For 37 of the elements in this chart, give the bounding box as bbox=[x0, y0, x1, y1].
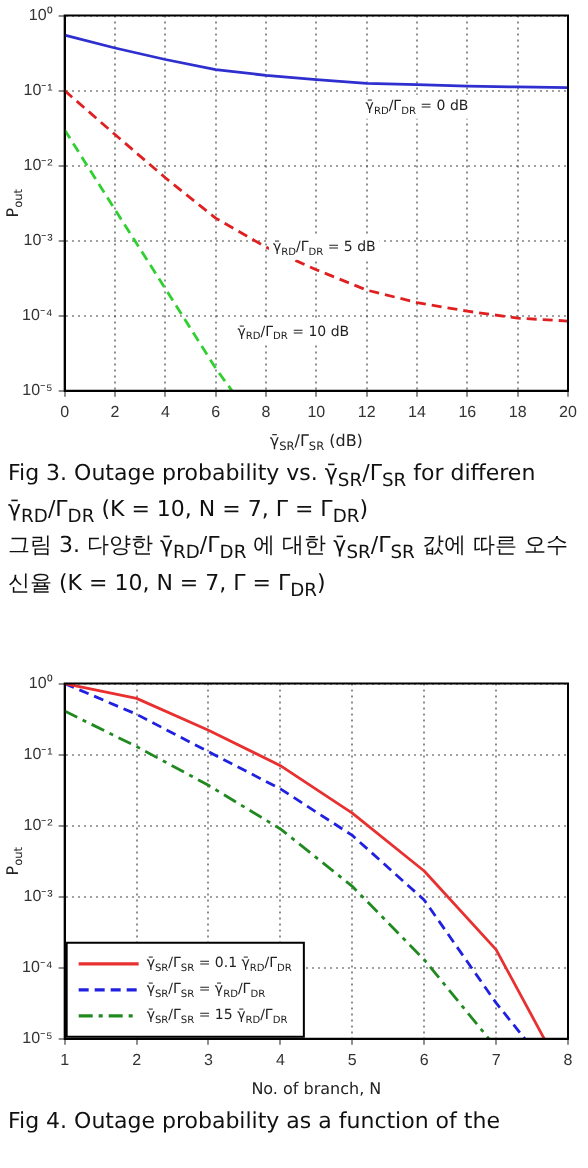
y-tick-label: 10⁻⁵ bbox=[22, 381, 53, 400]
y-tick-label: 10⁰ bbox=[28, 674, 53, 693]
x-tick-label: 16 bbox=[458, 402, 478, 421]
x-tick-label: 4 bbox=[275, 1050, 286, 1069]
x-tick-label: 1 bbox=[60, 1050, 71, 1069]
x-tick-label: 10 bbox=[307, 402, 327, 421]
line-series bbox=[64, 89, 568, 323]
y-tick-label: 10⁻¹ bbox=[23, 81, 54, 100]
y-tick-label: 10⁻² bbox=[23, 156, 54, 175]
y-tick-label: 10⁻¹ bbox=[23, 745, 54, 764]
x-tick-label: 0 bbox=[60, 402, 71, 421]
x-tick-label: 3 bbox=[204, 1050, 215, 1069]
x-tick-label: 18 bbox=[508, 402, 528, 421]
x-tick-label: 8 bbox=[261, 402, 272, 421]
line-series bbox=[64, 128, 234, 391]
x-tick-label: 12 bbox=[357, 402, 377, 421]
x-tick-label: 2 bbox=[132, 1050, 143, 1069]
y-tick-label: 10⁻² bbox=[23, 816, 54, 835]
y-tick-label: 10⁻⁴ bbox=[21, 306, 54, 325]
x-axis-title: No. of branch, N bbox=[251, 1080, 382, 1099]
y-tick-label: 10⁻⁵ bbox=[22, 1029, 53, 1048]
x-tick-label: 7 bbox=[491, 1050, 502, 1069]
text: 그림 3. 다양한 γ̄$_{RD}$/Γ$_{DR}$ 에 대한 γ̄$_{SR}$/Γ$_{SR}$ 값에 따른 오수신율 (K = 10, N = 7, Γ = Γ$_{DR}$) bbox=[8, 532, 568, 602]
x-tick-label: 5 bbox=[347, 1050, 358, 1069]
x-tick-label: 6 bbox=[211, 402, 222, 421]
x-tick-label: 4 bbox=[160, 402, 171, 421]
y-tick-label: 10⁻³ bbox=[23, 231, 54, 250]
x-tick-label: 14 bbox=[408, 402, 427, 421]
x-tick-label: 2 bbox=[110, 402, 121, 421]
y-tick-label: 10⁻⁴ bbox=[21, 958, 54, 977]
text: Fig 3. Outage probability vs. γ̄$_{SR}$/Γ$_{SR}$ for differen γ̄$_{RD}$/Γ$_{DR}$ (K = 10, N = 7, Γ = Γ$_{DR}$) bbox=[8, 460, 536, 529]
x-tick-label: 6 bbox=[419, 1050, 430, 1069]
caption: Fig 4. Outage probability as a function of the bbox=[8, 1108, 502, 1136]
y-tick-label: 10⁻³ bbox=[23, 887, 54, 906]
x-tick-label: 20 bbox=[559, 402, 578, 421]
x-tick-label: 8 bbox=[563, 1050, 574, 1069]
y-tick-label: 10⁰ bbox=[28, 6, 53, 25]
